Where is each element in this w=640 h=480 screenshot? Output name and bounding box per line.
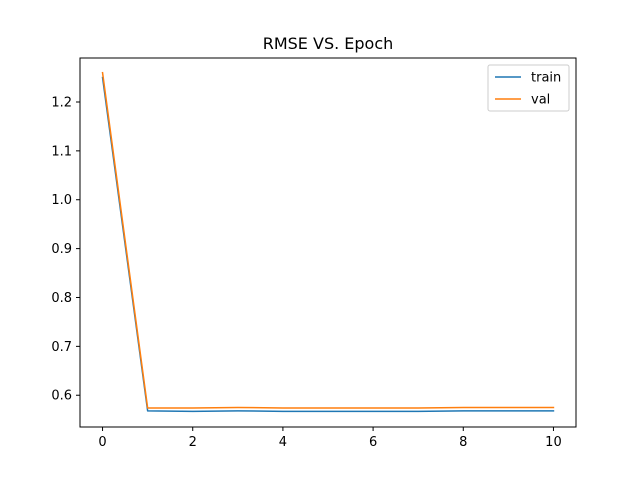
y-tick-label: 0.9 xyxy=(51,242,72,257)
legend: train val xyxy=(487,64,570,112)
y-tick-label: 0.6 xyxy=(51,389,72,404)
x-tick-label: 8 xyxy=(459,435,467,450)
chart-title: RMSE VS. Epoch xyxy=(263,34,394,53)
series-layer xyxy=(101,71,555,413)
series-line-val xyxy=(101,71,555,409)
x-tick-label: 0 xyxy=(98,435,106,450)
y-tick-label: 0.8 xyxy=(51,291,72,306)
legend-label-train: train xyxy=(531,71,561,86)
y-tick-label: 1.2 xyxy=(51,95,72,110)
y-tick-label: 0.7 xyxy=(51,340,72,355)
x-tick-label: 10 xyxy=(545,435,562,450)
x-tick-label: 6 xyxy=(369,435,377,450)
axes-layer: 0 2 4 6 8 10 0.6 0.7 0.8 0.9 1.0 1.1 1.2 xyxy=(51,57,577,450)
plot-frame xyxy=(79,57,577,428)
x-tick-label: 4 xyxy=(279,435,287,450)
legend-label-val: val xyxy=(531,93,550,108)
y-tick-label: 1.0 xyxy=(51,193,72,208)
series-line-train xyxy=(101,76,555,413)
x-tick-label: 2 xyxy=(189,435,197,450)
y-tick-label: 1.1 xyxy=(51,144,72,159)
